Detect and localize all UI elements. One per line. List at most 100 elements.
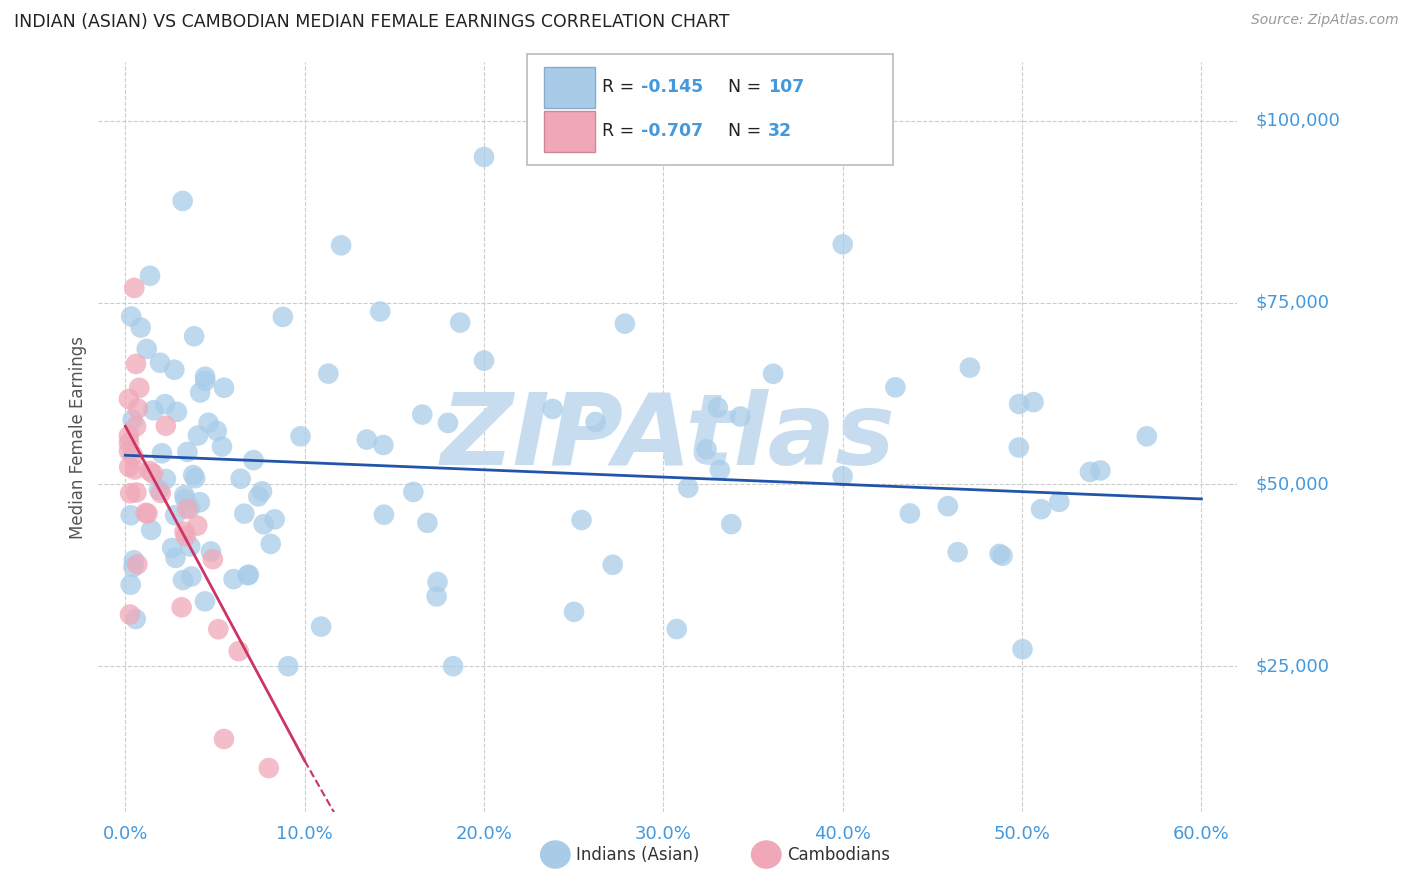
- Point: [173, 524, 195, 539]
- Point: [125, 485, 148, 500]
- Point: [959, 360, 981, 375]
- Point: [884, 380, 907, 394]
- Point: [207, 622, 229, 636]
- Point: [125, 419, 148, 434]
- Y-axis label: Median Female Earnings: Median Female Earnings: [69, 335, 87, 539]
- Point: [180, 569, 202, 583]
- Point: [160, 541, 183, 555]
- Text: ZIPAtlas: ZIPAtlas: [440, 389, 896, 485]
- Point: [330, 238, 353, 252]
- Point: [1047, 495, 1070, 509]
- Point: [253, 517, 276, 532]
- Point: [135, 506, 157, 520]
- Point: [898, 507, 921, 521]
- Point: [831, 237, 853, 252]
- Point: [250, 484, 273, 499]
- Point: [233, 507, 256, 521]
- Point: [142, 467, 165, 481]
- Point: [141, 523, 163, 537]
- Point: [139, 268, 162, 283]
- Point: [118, 392, 141, 406]
- Point: [1029, 502, 1052, 516]
- Point: [122, 553, 145, 567]
- Point: [183, 329, 205, 343]
- Point: [170, 600, 193, 615]
- Point: [120, 508, 142, 523]
- Point: [176, 445, 198, 459]
- Text: Source: ZipAtlas.com: Source: ZipAtlas.com: [1251, 13, 1399, 28]
- Point: [179, 501, 201, 516]
- Point: [176, 502, 198, 516]
- Point: [263, 512, 285, 526]
- Point: [139, 464, 162, 478]
- Point: [229, 472, 252, 486]
- Point: [194, 594, 217, 608]
- Point: [187, 428, 209, 442]
- Point: [212, 731, 235, 746]
- Point: [128, 381, 150, 395]
- Point: [706, 401, 728, 415]
- Point: [211, 440, 233, 454]
- Point: [936, 499, 959, 513]
- Point: [562, 605, 585, 619]
- Point: [988, 547, 1011, 561]
- Point: [228, 644, 250, 658]
- Point: [411, 408, 433, 422]
- Text: 32: 32: [768, 122, 792, 140]
- Point: [120, 578, 142, 592]
- Point: [124, 462, 146, 476]
- Point: [260, 537, 283, 551]
- Point: [472, 353, 495, 368]
- Point: [426, 574, 449, 589]
- Point: [120, 310, 142, 324]
- Point: [271, 310, 294, 324]
- Point: [730, 409, 752, 424]
- Point: [212, 381, 235, 395]
- Point: [165, 508, 187, 523]
- Point: [118, 428, 141, 442]
- Text: 107: 107: [768, 78, 804, 96]
- Point: [1090, 463, 1112, 477]
- Text: $75,000: $75,000: [1256, 293, 1329, 311]
- Point: [257, 761, 280, 775]
- Point: [135, 342, 157, 356]
- Point: [125, 612, 148, 626]
- Point: [242, 453, 264, 467]
- Point: [118, 435, 141, 450]
- Point: [194, 369, 217, 384]
- Point: [720, 517, 742, 532]
- Point: [602, 558, 624, 572]
- Point: [571, 513, 593, 527]
- Point: [437, 416, 460, 430]
- Point: [127, 401, 149, 416]
- Point: [118, 607, 141, 622]
- Point: [1011, 642, 1033, 657]
- Point: [174, 492, 197, 507]
- Point: [155, 472, 177, 486]
- Point: [173, 488, 195, 502]
- Text: R =: R =: [602, 78, 640, 96]
- Point: [201, 552, 224, 566]
- Point: [762, 367, 785, 381]
- Point: [290, 429, 312, 443]
- Point: [127, 558, 149, 572]
- Text: $100,000: $100,000: [1256, 112, 1340, 129]
- Point: [136, 507, 159, 521]
- Point: [1008, 397, 1031, 411]
- Point: [121, 412, 143, 426]
- Point: [184, 471, 207, 485]
- Point: [441, 659, 464, 673]
- Point: [118, 460, 141, 475]
- Point: [247, 489, 270, 503]
- Point: [155, 418, 177, 433]
- Point: [205, 424, 228, 438]
- Point: [118, 443, 141, 458]
- Point: [1008, 441, 1031, 455]
- Point: [472, 150, 495, 164]
- Point: [309, 619, 332, 633]
- Point: [356, 433, 378, 447]
- Text: -0.707: -0.707: [641, 122, 703, 140]
- Point: [541, 401, 564, 416]
- Text: N =: N =: [728, 78, 768, 96]
- Point: [676, 481, 699, 495]
